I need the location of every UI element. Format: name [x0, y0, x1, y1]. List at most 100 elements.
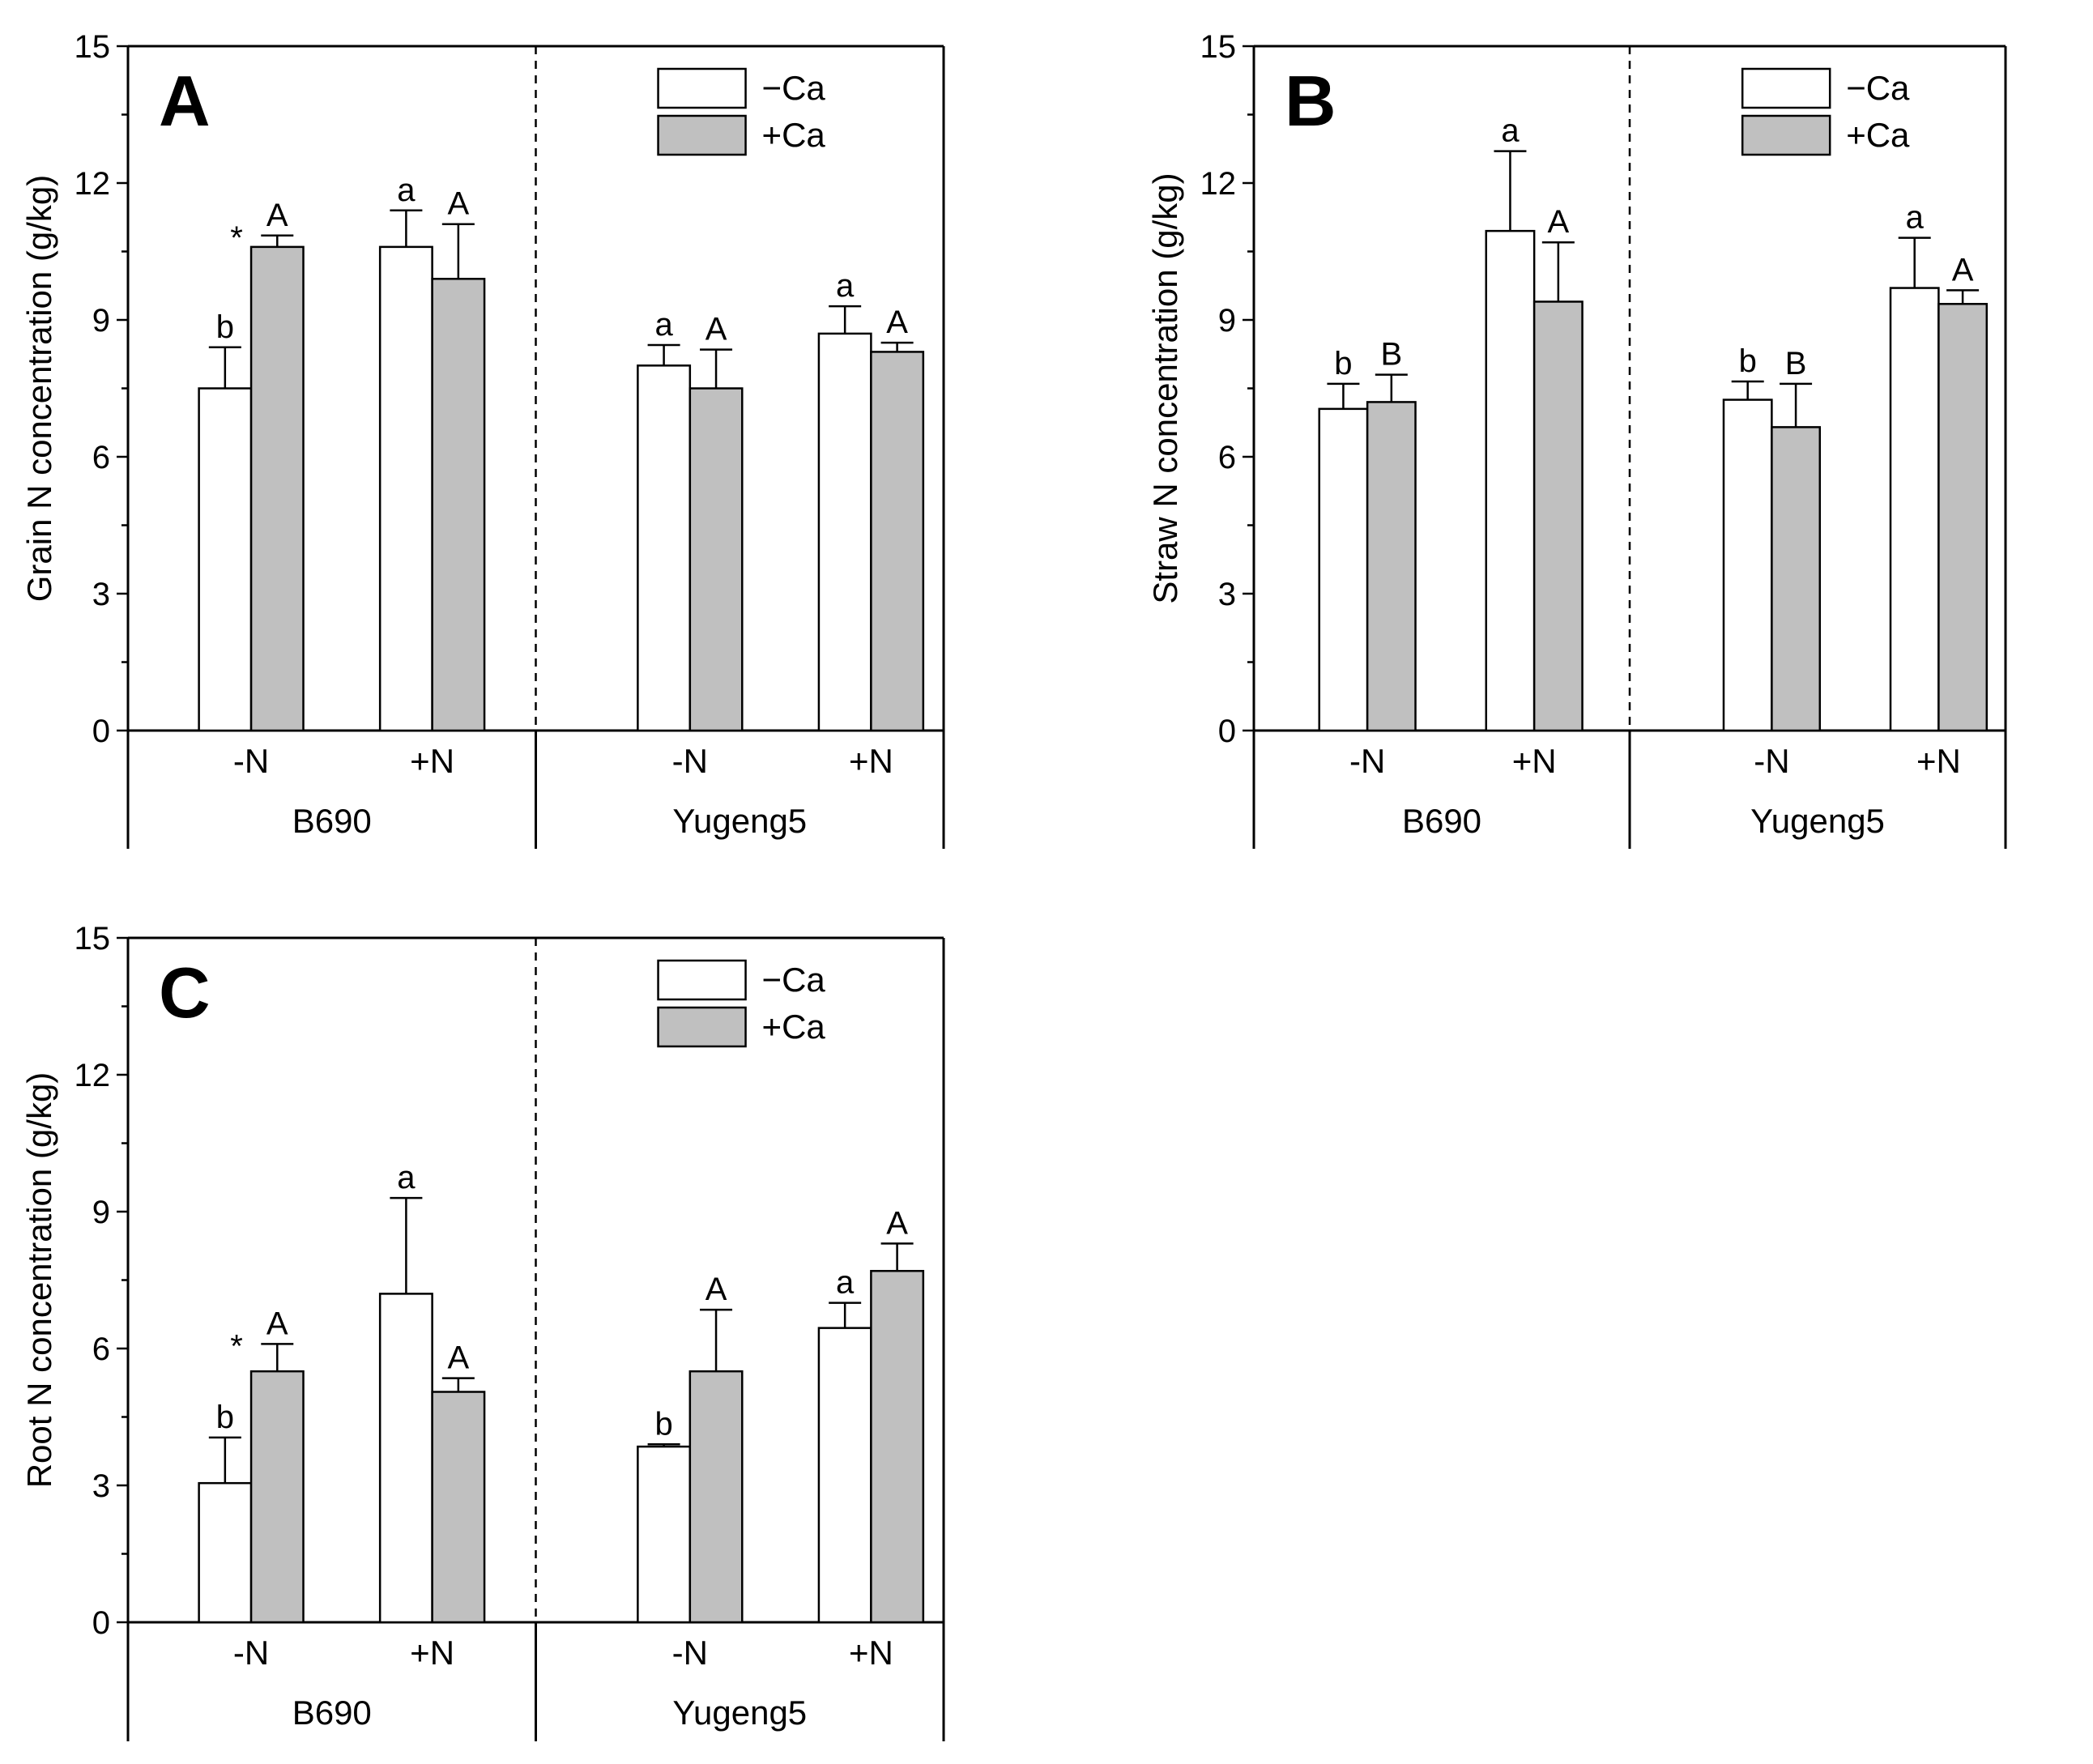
y-axis-title: Straw N concentration (g/kg)	[1146, 173, 1184, 603]
panel-letter: A	[159, 61, 211, 141]
bar-plus-ca	[688, 1370, 744, 1624]
y-tick-label: 15	[1200, 29, 1237, 65]
y-tick-label: 3	[92, 577, 110, 612]
significance-label: A	[1547, 204, 1569, 240]
significance-label: b	[216, 309, 234, 345]
x-category-label: -N	[672, 742, 708, 780]
significance-label: b	[654, 1406, 672, 1442]
x-category-label: -N	[1754, 742, 1789, 780]
bar-plus-ca	[688, 387, 744, 732]
x-category-label: +N	[410, 742, 454, 780]
x-category-label: -N	[233, 1634, 269, 1672]
y-tick-label: 0	[1218, 714, 1236, 749]
significance-star: *	[230, 1328, 243, 1364]
y-tick-label: 12	[75, 166, 111, 202]
significance-label: a	[836, 1265, 855, 1301]
y-tick-label: 6	[92, 1332, 110, 1367]
y-tick-label: 9	[92, 1195, 110, 1230]
significance-label: a	[1906, 200, 1925, 236]
significance-label: A	[266, 198, 288, 233]
y-tick-label: 15	[75, 29, 111, 65]
bar-plus-ca	[870, 351, 925, 732]
bar-plus-ca	[1366, 401, 1417, 732]
bar-minus-ca	[378, 1293, 433, 1624]
x-category-label: +N	[849, 1634, 893, 1672]
x-group-label: Yugeng5	[672, 802, 807, 840]
panel-letter: B	[1285, 61, 1336, 141]
significance-label: a	[1501, 113, 1520, 149]
x-group-label: B690	[1402, 802, 1481, 840]
legend-swatch-plus-ca	[657, 114, 747, 156]
significance-label: b	[1739, 343, 1757, 379]
bar-plus-ca	[431, 278, 486, 732]
x-group-label: Yugeng5	[672, 1694, 807, 1732]
significance-label: A	[886, 1205, 908, 1241]
legend-label-plus-ca: +Ca	[762, 1008, 826, 1046]
legend-swatch-minus-ca	[657, 67, 747, 109]
bar-minus-ca	[1485, 229, 1536, 732]
significance-label: a	[654, 307, 673, 343]
y-tick-label: 6	[1218, 440, 1236, 475]
legend-swatch-plus-ca	[657, 1006, 747, 1048]
x-category-label: +N	[849, 742, 893, 780]
y-axis-title: Root N concentration (g/kg)	[20, 1072, 58, 1489]
bar-minus-ca	[637, 364, 692, 732]
significance-label: b	[216, 1400, 234, 1435]
legend-label-plus-ca: +Ca	[762, 116, 826, 154]
significance-label: a	[397, 1160, 416, 1195]
y-tick-label: 6	[92, 440, 110, 475]
chart-panel-b: 0 3 6 9 12 15 Straw N concentration (g/kg) B −Ca…	[1146, 29, 2007, 849]
x-category-label: +N	[1512, 742, 1557, 780]
x-group-label: Yugeng5	[1750, 802, 1885, 840]
bar-plus-ca	[431, 1391, 486, 1624]
y-tick-label: 12	[1200, 166, 1237, 202]
significance-label: A	[1952, 252, 1974, 288]
x-category-label: -N	[1349, 742, 1385, 780]
significance-star: *	[230, 220, 243, 256]
bar-plus-ca	[1937, 303, 1989, 732]
x-group-label: B690	[292, 802, 372, 840]
x-category-label: -N	[672, 1634, 708, 1672]
legend-swatch-plus-ca	[1741, 114, 1831, 156]
chart-panel-c: 0 3 6 9 12 15 Root N concentration (g/kg) C −Ca +…	[20, 921, 945, 1741]
significance-label: A	[447, 1340, 469, 1376]
significance-label: b	[1334, 346, 1352, 381]
significance-label: A	[266, 1306, 288, 1341]
significance-label: A	[447, 186, 469, 222]
bar-plus-ca	[870, 1269, 925, 1624]
legend-swatch-minus-ca	[657, 959, 747, 1001]
chart-panel-a: 0 3 6 9 12 15 Grain N concentration (g/kg) A −Ca…	[20, 29, 945, 849]
y-tick-label: 3	[92, 1468, 110, 1504]
significance-label: a	[836, 268, 855, 304]
bar-plus-ca	[249, 1370, 305, 1624]
y-axis-title: Grain N concentration (g/kg)	[20, 175, 58, 603]
legend-label-minus-ca: −Ca	[762, 69, 826, 107]
significance-label: B	[1380, 337, 1402, 373]
bar-plus-ca	[1532, 300, 1584, 732]
bar-minus-ca	[198, 387, 253, 732]
bar-plus-ca	[249, 245, 305, 732]
legend-label-minus-ca: −Ca	[1846, 69, 1910, 107]
x-category-label: -N	[233, 742, 269, 780]
legend-label-plus-ca: +Ca	[1846, 116, 1910, 154]
x-group-label: B690	[292, 1694, 372, 1732]
significance-label: A	[886, 305, 908, 340]
y-tick-label: 3	[1218, 577, 1236, 612]
bar-minus-ca	[1889, 287, 1940, 732]
y-tick-label: 0	[92, 714, 110, 749]
panel-letter: C	[159, 952, 211, 1033]
bar-plus-ca	[1771, 426, 1822, 732]
significance-label: A	[705, 1272, 727, 1307]
x-category-label: +N	[410, 1634, 454, 1672]
significance-label: B	[1785, 346, 1807, 381]
y-tick-label: 9	[1218, 303, 1236, 339]
bar-minus-ca	[1722, 398, 1773, 732]
bar-minus-ca	[637, 1445, 692, 1624]
significance-label: a	[397, 173, 416, 208]
y-tick-label: 0	[92, 1605, 110, 1641]
bar-minus-ca	[378, 245, 433, 732]
significance-label: A	[705, 312, 727, 347]
y-tick-label: 15	[75, 921, 111, 957]
y-tick-label: 9	[92, 303, 110, 339]
